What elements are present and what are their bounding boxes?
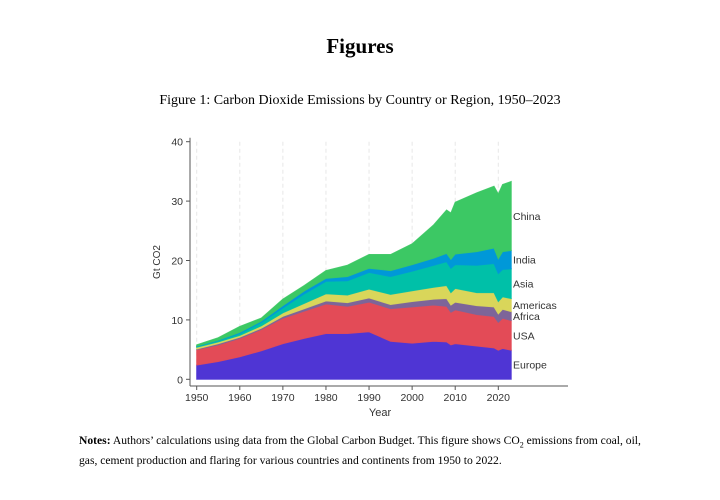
x-tick-label: 1990	[357, 392, 381, 404]
figure-caption: Figure 1: Carbon Dioxide Emissions by Co…	[159, 93, 561, 108]
series-label-europe: Europe	[513, 360, 547, 372]
y-tick-label: 10	[171, 315, 183, 327]
y-tick-label: 40	[171, 137, 183, 149]
notes-text-cont: emissions from coal, oil, gas, cement pr…	[79, 434, 641, 468]
notes-label: Notes:	[79, 434, 111, 447]
axes: 0 10 20 30 40 1950 1960 1970 1980 1990 2000 2010 202…	[171, 137, 568, 404]
notes-text: Authors’ calculations using data from th…	[110, 434, 520, 447]
y-tick-label: 0	[177, 374, 183, 386]
series-label-china: China	[513, 211, 541, 223]
series-label-americas: Americas	[513, 300, 557, 312]
x-tick-label: 1970	[271, 392, 295, 404]
y-tick-label: 30	[171, 196, 183, 208]
x-tick-label: 1960	[228, 392, 252, 404]
y-tick-label: 20	[171, 256, 183, 268]
x-axis-label: Year	[369, 407, 392, 419]
areas	[196, 180, 512, 380]
series-label-usa: USA	[513, 330, 535, 342]
notes-subscript: 2	[519, 440, 524, 450]
x-tick-label: 1980	[314, 392, 338, 404]
x-tick-label: 2020	[487, 392, 511, 404]
x-tick-label: 2010	[444, 392, 468, 404]
series-label-india: India	[513, 255, 536, 267]
section-heading: Figures	[326, 34, 394, 58]
series-label-asia: Asia	[513, 279, 534, 291]
y-axis-label: Gt CO2	[152, 245, 163, 279]
x-tick-label: 2000	[400, 392, 424, 404]
x-tick-label: 1950	[185, 392, 209, 404]
figure-notes: Notes: Authors’ calculations using data …	[79, 433, 659, 469]
series-label-africa: Africa	[513, 311, 540, 323]
area-china	[196, 180, 512, 347]
